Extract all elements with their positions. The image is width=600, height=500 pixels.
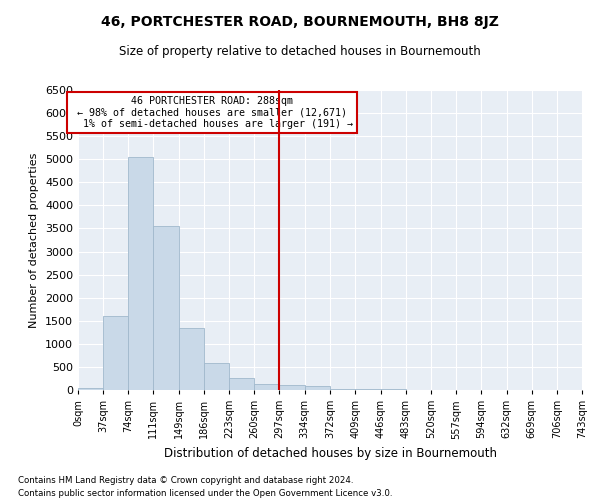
Bar (280, 384, 305, 390)
Bar (179, 328, 204, 390)
Bar (305, 386, 331, 390)
X-axis label: Distribution of detached houses by size in Bournemouth: Distribution of detached houses by size … (163, 447, 497, 460)
Bar (204, 364, 229, 390)
Bar (254, 384, 280, 390)
Bar (229, 378, 254, 390)
Bar (355, 389, 380, 390)
Bar (103, 316, 128, 390)
Text: 46 PORTCHESTER ROAD: 288sqm  
← 98% of detached houses are smaller (12,671)
  1%: 46 PORTCHESTER ROAD: 288sqm ← 98% of det… (71, 96, 353, 129)
Bar (78, 388, 103, 390)
Y-axis label: Number of detached properties: Number of detached properties (29, 152, 40, 328)
Bar (153, 226, 179, 390)
Bar (128, 157, 153, 390)
Text: Contains HM Land Registry data © Crown copyright and database right 2024.: Contains HM Land Registry data © Crown c… (18, 476, 353, 485)
Text: Contains public sector information licensed under the Open Government Licence v3: Contains public sector information licen… (18, 488, 392, 498)
Text: 46, PORTCHESTER ROAD, BOURNEMOUTH, BH8 8JZ: 46, PORTCHESTER ROAD, BOURNEMOUTH, BH8 8… (101, 15, 499, 29)
Text: Size of property relative to detached houses in Bournemouth: Size of property relative to detached ho… (119, 45, 481, 58)
Bar (331, 388, 355, 390)
